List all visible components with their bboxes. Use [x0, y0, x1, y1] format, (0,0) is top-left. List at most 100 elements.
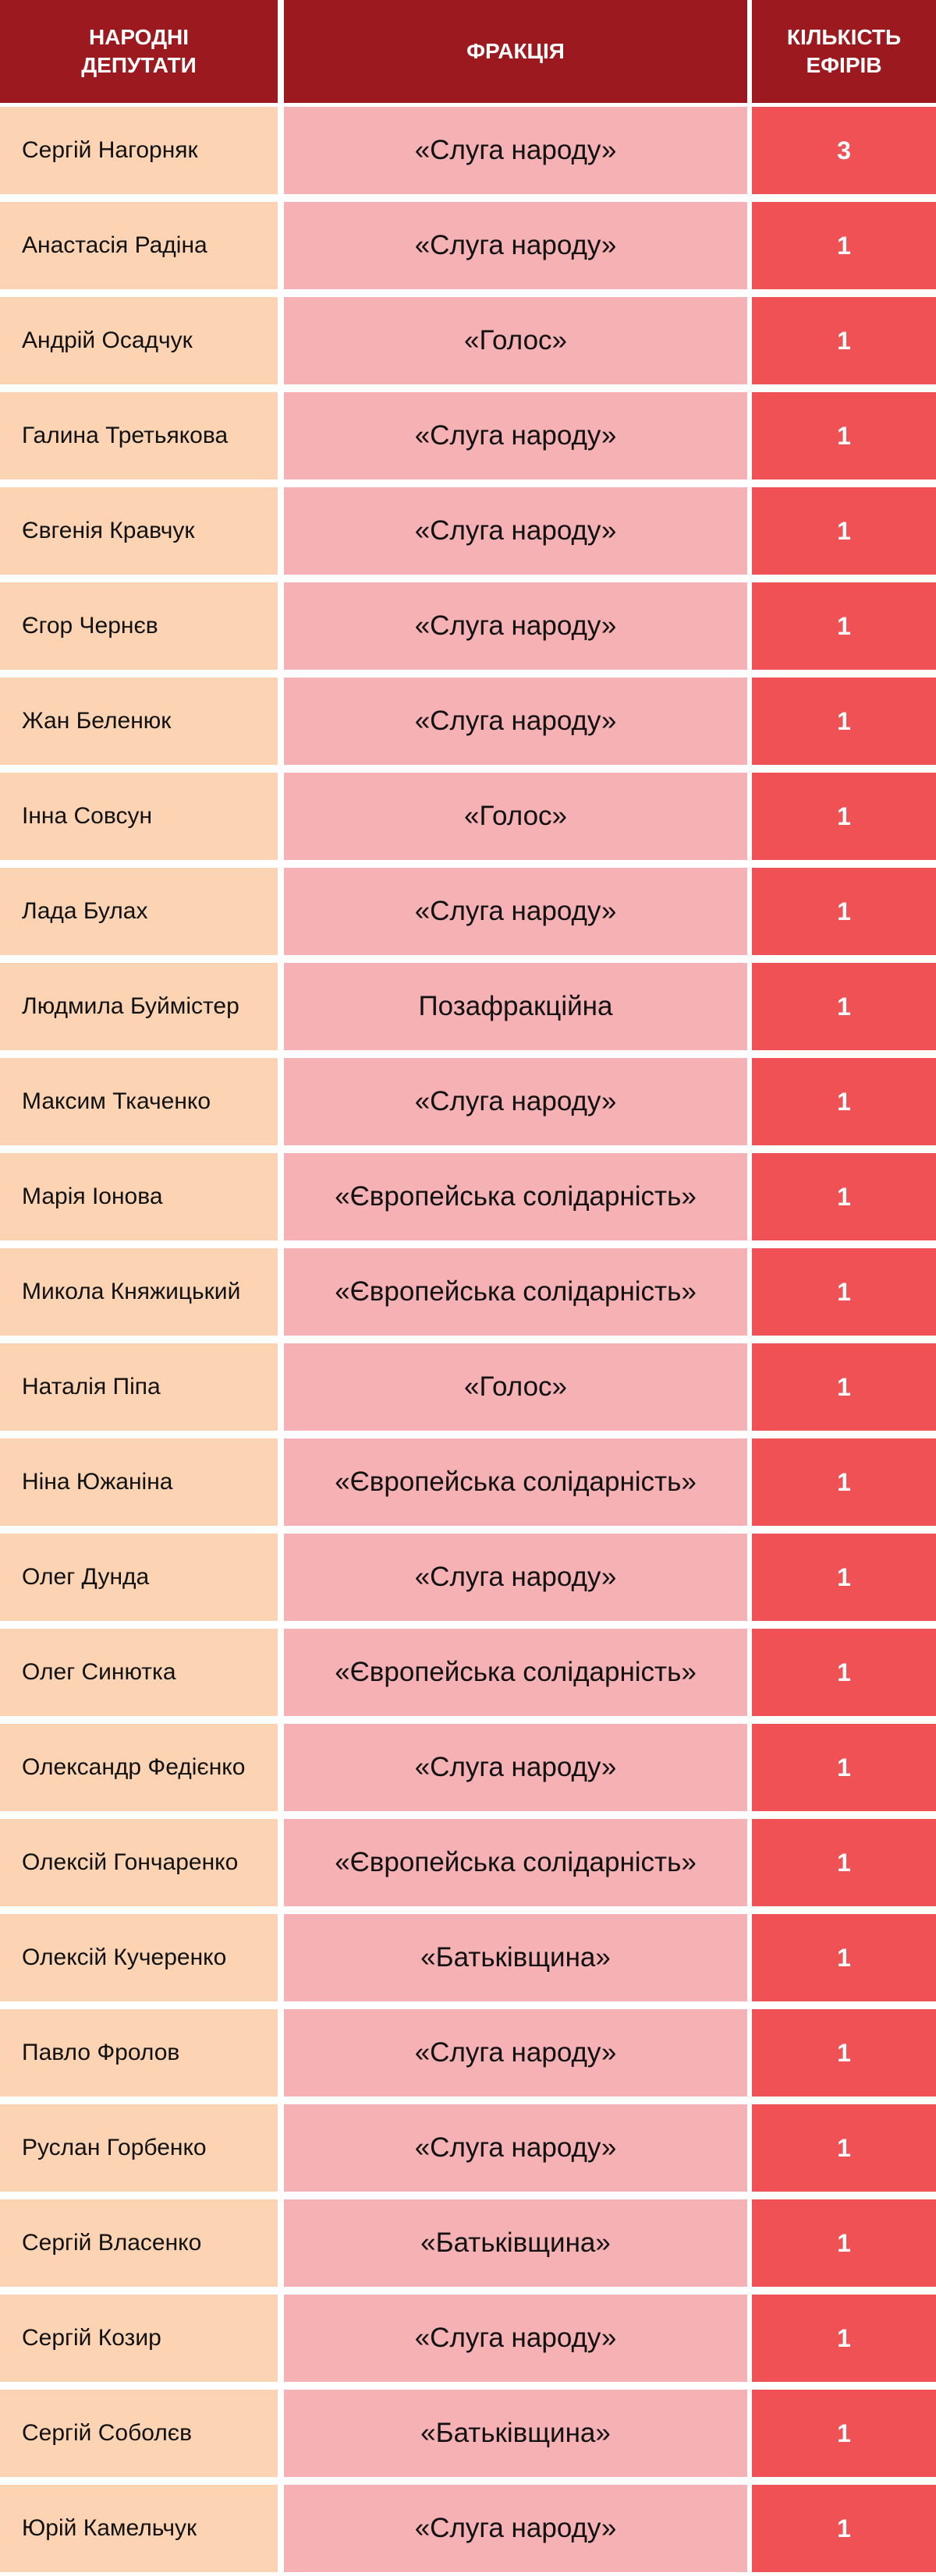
- faction-cell: «Слуга народу»: [284, 202, 747, 289]
- table-row: Анастасія Радіна «Слуга народу» 1: [0, 198, 936, 293]
- faction-cell: «Голос»: [284, 297, 747, 384]
- deputy-name-cell: Інна Совсун: [0, 773, 278, 860]
- table-row: Олег Синютка «Європейська солідарність» 1: [0, 1625, 936, 1720]
- table-row: Євгенія Кравчук «Слуга народу» 1: [0, 483, 936, 579]
- table-row: Руслан Горбенко «Слуга народу» 1: [0, 2100, 936, 2196]
- faction-cell: «Слуга народу»: [284, 107, 747, 194]
- deputy-name-cell: Руслан Горбенко: [0, 2104, 278, 2192]
- faction-cell: «Європейська солідарність»: [284, 1153, 747, 1240]
- broadcast-count-cell: 3: [752, 107, 936, 194]
- table-row: Андрій Осадчук «Голос» 1: [0, 293, 936, 388]
- deputy-name-cell: Сергій Соболєв: [0, 2390, 278, 2477]
- table-row: Олексій Гончаренко «Європейська солідарні…: [0, 1815, 936, 1910]
- broadcast-count-cell: 1: [752, 963, 936, 1050]
- deputy-name-cell: Галина Третьякова: [0, 392, 278, 479]
- faction-cell: «Слуга народу»: [284, 487, 747, 575]
- faction-cell: «Європейська солідарність»: [284, 1248, 747, 1336]
- header-deputies: НАРОДНІ ДЕПУТАТИ: [0, 0, 278, 103]
- broadcast-count-cell: 1: [752, 678, 936, 765]
- broadcast-count-cell: 1: [752, 1724, 936, 1811]
- deputy-name-cell: Микола Княжицький: [0, 1248, 278, 1336]
- broadcast-count-cell: 1: [752, 582, 936, 670]
- table-row: Олександр Федієнко «Слуга народу» 1: [0, 1720, 936, 1815]
- broadcast-count-cell: 1: [752, 1438, 936, 1526]
- faction-cell: «Батьківщина»: [284, 2199, 747, 2287]
- faction-cell: «Голос»: [284, 1343, 747, 1431]
- faction-cell: «Європейська солідарність»: [284, 1629, 747, 1716]
- deputy-name-cell: Юрій Камельчук: [0, 2485, 278, 2572]
- faction-cell: «Слуга народу»: [284, 868, 747, 955]
- deputy-name-cell: Олег Дунда: [0, 1534, 278, 1621]
- table-row: Сергій Козир «Слуга народу» 1: [0, 2291, 936, 2386]
- deputy-name-cell: Ніна Южаніна: [0, 1438, 278, 1526]
- table-row: Лада Булах «Слуга народу» 1: [0, 864, 936, 959]
- faction-cell: «Слуга народу»: [284, 582, 747, 670]
- table-header: НАРОДНІ ДЕПУТАТИ ФРАКЦІЯ КІЛЬКІСТЬ ЕФІРІ…: [0, 0, 936, 103]
- broadcast-count-cell: 1: [752, 868, 936, 955]
- broadcast-count-cell: 1: [752, 773, 936, 860]
- faction-cell: «Слуга народу»: [284, 2009, 747, 2097]
- deputy-name-cell: Жан Беленюк: [0, 678, 278, 765]
- broadcast-count-cell: 1: [752, 1914, 936, 2001]
- deputy-name-cell: Сергій Власенко: [0, 2199, 278, 2287]
- deputy-name-cell: Лада Булах: [0, 868, 278, 955]
- deputy-name-cell: Людмила Буймістер: [0, 963, 278, 1050]
- table-row: Жан Беленюк «Слуга народу» 1: [0, 674, 936, 769]
- table-row: Людмила Буймістер Позафракційна 1: [0, 959, 936, 1054]
- table-row: Олег Дунда «Слуга народу» 1: [0, 1530, 936, 1625]
- deputy-name-cell: Максим Ткаченко: [0, 1058, 278, 1145]
- header-faction: ФРАКЦІЯ: [284, 0, 747, 103]
- faction-cell: «Батьківщина»: [284, 2390, 747, 2477]
- faction-cell: «Слуга народу»: [284, 2485, 747, 2572]
- deputy-name-cell: Євгенія Кравчук: [0, 487, 278, 575]
- table-row: Сергій Нагорняк «Слуга народу» 3: [0, 103, 936, 198]
- table-row: Наталія Піпа «Голос» 1: [0, 1339, 936, 1435]
- broadcast-count-cell: 1: [752, 1534, 936, 1621]
- broadcast-count-cell: 1: [752, 1058, 936, 1145]
- broadcast-count-cell: 1: [752, 392, 936, 479]
- deputy-name-cell: Марія Іонова: [0, 1153, 278, 1240]
- broadcast-count-cell: 1: [752, 2390, 936, 2477]
- faction-cell: «Європейська солідарність»: [284, 1438, 747, 1526]
- table-row: Сергій Соболєв «Батьківщина» 1: [0, 2386, 936, 2481]
- faction-cell: «Слуга народу»: [284, 392, 747, 479]
- broadcast-count-cell: 1: [752, 1343, 936, 1431]
- deputy-name-cell: Олег Синютка: [0, 1629, 278, 1716]
- table-row: Сергій Власенко «Батьківщина» 1: [0, 2196, 936, 2291]
- table-row: Павло Фролов «Слуга народу» 1: [0, 2005, 936, 2100]
- deputy-name-cell: Олексій Гончаренко: [0, 1819, 278, 1906]
- broadcast-count-cell: 1: [752, 1248, 936, 1336]
- broadcast-count-cell: 1: [752, 297, 936, 384]
- deputy-name-cell: Наталія Піпа: [0, 1343, 278, 1431]
- faction-cell: «Слуга народу»: [284, 2104, 747, 2192]
- header-broadcast-count: КІЛЬКІСТЬ ЕФІРІВ: [752, 0, 936, 103]
- faction-cell: Позафракційна: [284, 963, 747, 1050]
- table-row: Галина Третьякова «Слуга народу» 1: [0, 388, 936, 483]
- faction-cell: «Європейська солідарність»: [284, 1819, 747, 1906]
- faction-cell: «Батьківщина»: [284, 1914, 747, 2001]
- deputy-name-cell: Павло Фролов: [0, 2009, 278, 2097]
- broadcast-count-cell: 1: [752, 487, 936, 575]
- table-row: Максим Ткаченко «Слуга народу» 1: [0, 1054, 936, 1149]
- broadcast-count-cell: 1: [752, 1629, 936, 1716]
- deputy-name-cell: Єгор Чернєв: [0, 582, 278, 670]
- broadcast-count-cell: 1: [752, 202, 936, 289]
- deputy-name-cell: Анастасія Радіна: [0, 202, 278, 289]
- faction-cell: «Слуга народу»: [284, 1724, 747, 1811]
- broadcast-count-cell: 1: [752, 2295, 936, 2382]
- deputy-name-cell: Андрій Осадчук: [0, 297, 278, 384]
- table-row: Микола Княжицький «Європейська солідарніс…: [0, 1244, 936, 1339]
- faction-cell: «Слуга народу»: [284, 1058, 747, 1145]
- broadcast-count-cell: 1: [752, 1153, 936, 1240]
- table-row: Ніна Южаніна «Європейська солідарність» 1: [0, 1435, 936, 1530]
- table-row: Єгор Чернєв «Слуга народу» 1: [0, 579, 936, 674]
- faction-cell: «Слуга народу»: [284, 2295, 747, 2382]
- faction-cell: «Голос»: [284, 773, 747, 860]
- faction-cell: «Слуга народу»: [284, 678, 747, 765]
- table-row: Юрій Камельчук «Слуга народу» 1: [0, 2481, 936, 2576]
- broadcast-count-cell: 1: [752, 1819, 936, 1906]
- broadcast-count-cell: 1: [752, 2199, 936, 2287]
- deputy-name-cell: Сергій Козир: [0, 2295, 278, 2382]
- table-row: Олексій Кучеренко «Батьківщина» 1: [0, 1910, 936, 2005]
